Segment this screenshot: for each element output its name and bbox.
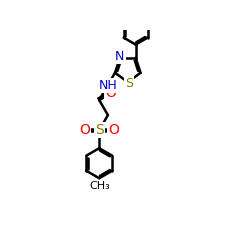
- Text: N: N: [115, 50, 124, 63]
- Text: S: S: [95, 123, 104, 137]
- Text: NH: NH: [98, 78, 117, 92]
- Text: CH₃: CH₃: [89, 180, 110, 190]
- Text: O: O: [108, 123, 119, 137]
- Text: O: O: [80, 123, 90, 137]
- Text: S: S: [125, 76, 133, 90]
- Text: O: O: [106, 86, 116, 100]
